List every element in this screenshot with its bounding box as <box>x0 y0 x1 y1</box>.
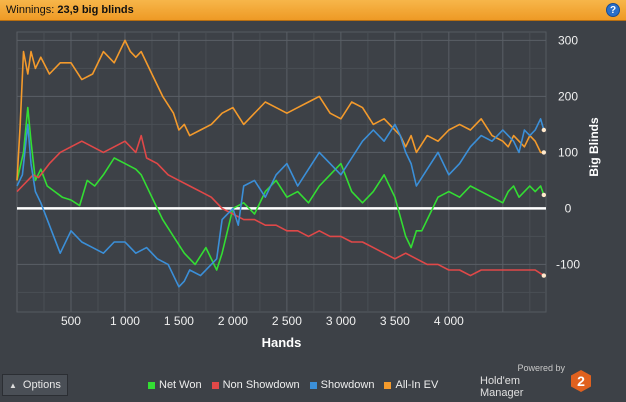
y-tick-label: 0 <box>565 201 572 215</box>
x-tick-label: 3 500 <box>380 314 410 328</box>
legend-item-showdown: Showdown <box>309 378 375 392</box>
grid <box>16 31 547 313</box>
y-tick-label: 200 <box>558 89 578 103</box>
series-lines <box>16 39 547 288</box>
brand-name: Hold'em Manager <box>480 375 524 399</box>
y-tick-label: 100 <box>558 145 578 159</box>
winnings-value: 23,9 big blinds <box>57 4 134 16</box>
axes: 500 1 000 1 500 2 000 2 500 3 000 3 500 4 000 30… <box>61 33 601 350</box>
x-tick-label: 1 500 <box>164 314 194 328</box>
legend-label: All-In EV <box>395 379 439 391</box>
series-line-non-showdown <box>16 134 545 277</box>
series-endpoint <box>541 127 547 133</box>
legend-label: Net Won <box>159 379 202 391</box>
chevron-up-icon: ▲ <box>9 381 17 390</box>
legend-swatch <box>309 381 317 389</box>
series-line-all-in-ev <box>16 39 544 181</box>
legend-label: Showdown <box>320 379 375 391</box>
series-endpoint <box>541 192 547 198</box>
y-tick-label: 300 <box>558 33 578 47</box>
brand-version: 2 <box>577 373 585 389</box>
x-tick-label: 2 500 <box>272 314 302 328</box>
legend-swatch <box>211 381 219 389</box>
options-label: Options <box>22 379 61 391</box>
help-icon[interactable]: ? <box>606 3 620 17</box>
series-line-showdown <box>16 118 545 288</box>
series-endpoint <box>541 273 547 278</box>
series-line-net-won <box>16 106 545 271</box>
x-tick-label: 500 <box>61 314 81 328</box>
y-axis-title: Big Blinds <box>587 117 601 177</box>
winnings-label: Winnings: 23,9 big blinds <box>6 4 134 16</box>
legend-swatch <box>148 381 155 389</box>
legend-item-net-won: Net Won <box>148 378 202 392</box>
legend-swatch <box>384 381 392 389</box>
series-endpoint <box>541 150 547 155</box>
y-tick-label: -100 <box>556 257 580 271</box>
legend-label: Non Showdown <box>222 379 300 391</box>
x-tick-label: 4 000 <box>434 314 464 328</box>
powered-by-text: Powered by <box>517 363 565 373</box>
x-tick-label: 1 000 <box>110 314 140 328</box>
options-button[interactable]: ▲ Options <box>2 374 68 396</box>
legend-item-non-showdown: Non Showdown <box>211 378 300 392</box>
x-tick-label: 2 000 <box>218 314 248 328</box>
plot-frame <box>16 31 547 313</box>
chart-legend: Net Won Non Showdown Showdown All-In EV <box>148 378 438 392</box>
winnings-header: Winnings: 23,9 big blinds ? <box>0 0 626 21</box>
hem2-logo-icon: 2 <box>571 370 591 392</box>
x-tick-label: 3 000 <box>326 314 356 328</box>
brand-logo: Powered by Hold'em Manager 2 <box>480 363 595 399</box>
x-axis-title: Hands <box>262 335 302 350</box>
legend-item-all-in-ev: All-In EV <box>384 378 438 392</box>
